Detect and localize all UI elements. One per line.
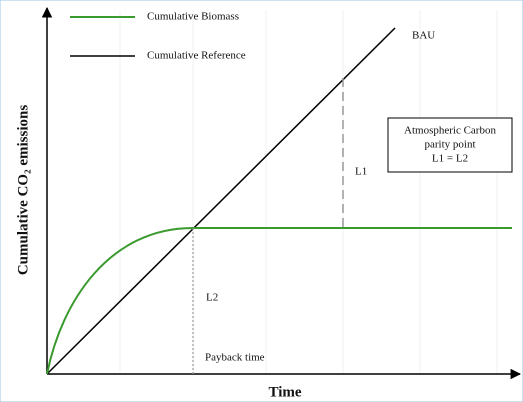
l2-label: L2 bbox=[206, 292, 218, 304]
y-axis-label: Cumulative CO₂ emissions bbox=[15, 105, 31, 276]
payback-label: Payback time bbox=[205, 352, 265, 364]
legend-label: Cumulative Reference bbox=[147, 50, 246, 62]
note-text: Atmospheric Carbon bbox=[404, 125, 496, 137]
note-text: parity point bbox=[424, 139, 475, 151]
x-axis-label: Time bbox=[268, 384, 301, 400]
note-text: L1 = L2 bbox=[432, 153, 468, 165]
reference-line bbox=[46, 27, 396, 375]
l1-label: L1 bbox=[355, 166, 367, 178]
bau-label: BAU bbox=[412, 30, 435, 42]
legend-label: Cumulative Biomass bbox=[147, 11, 239, 23]
biomass-curve bbox=[46, 227, 512, 375]
note-box bbox=[387, 117, 513, 173]
